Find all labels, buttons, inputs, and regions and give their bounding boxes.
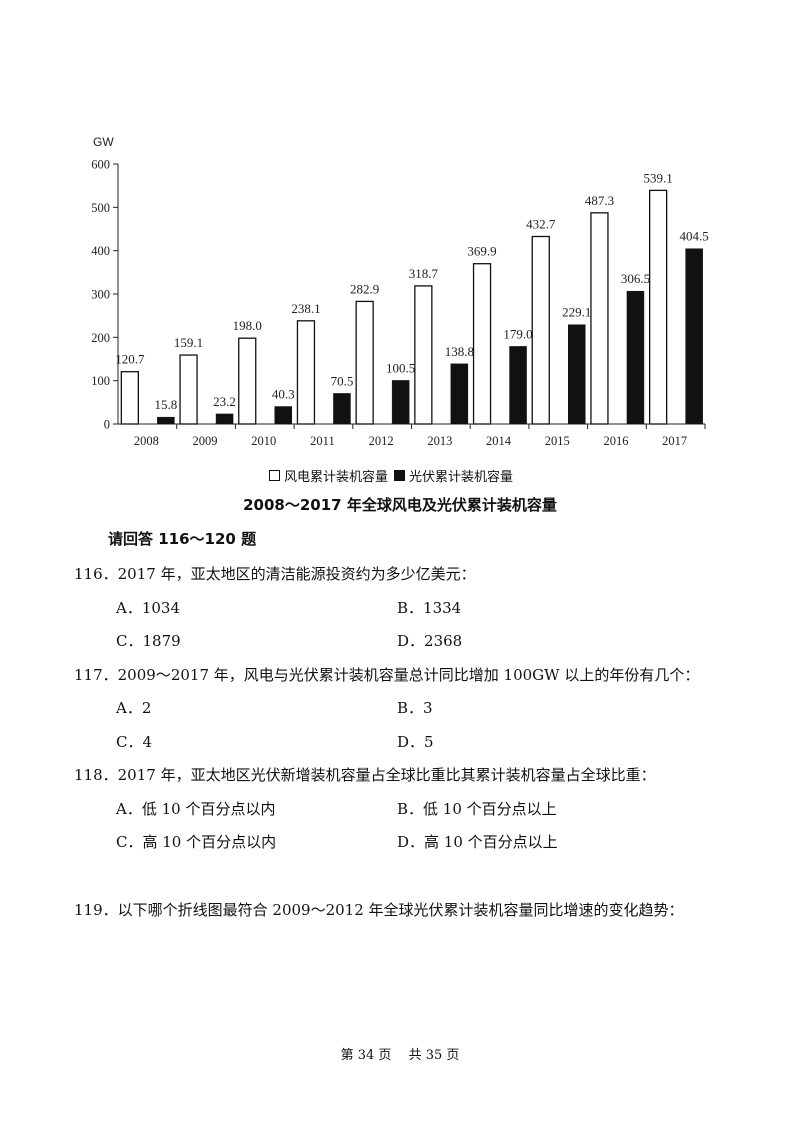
x-tick-label: 2011 <box>310 434 335 448</box>
option-117-c[interactable]: C．4 <box>116 733 153 751</box>
y-tick-label: 200 <box>91 331 110 345</box>
option-117-b[interactable]: B．3 <box>397 699 433 717</box>
x-tick-label: 2017 <box>662 434 687 448</box>
bar-wind <box>472 263 492 425</box>
data-label-pv: 306.5 <box>621 271 650 286</box>
option-118-d[interactable]: D．高 10 个百分点以上 <box>397 833 558 851</box>
x-tick-label: 2012 <box>369 434 394 448</box>
legend-item-pv: 光伏累计装机容量 <box>394 466 513 485</box>
bar-wind <box>120 371 139 425</box>
bar-pv <box>450 363 469 425</box>
data-label-pv: 404.5 <box>680 229 709 244</box>
question-text: 2009～2017 年，风电与光伏累计装机容量总计同比增加 100GW 以上的年… <box>117 666 700 684</box>
data-label-pv: 100.5 <box>386 360 415 375</box>
option-116-b[interactable]: B．1334 <box>397 599 462 617</box>
option-118-b[interactable]: B．低 10 个百分点以上 <box>397 800 557 818</box>
question-number: 119． <box>74 901 118 919</box>
x-tick-label: 2009 <box>193 434 218 448</box>
data-label-pv: 15.8 <box>154 397 177 412</box>
x-tick-label: 2016 <box>603 434 628 448</box>
bar-wind <box>179 354 198 425</box>
question-116: 116．2017 年，亚太地区的清洁能源投资约为多少亿美元： <box>74 563 476 584</box>
question-119: 119．以下哪个折线图最符合 2009～2012 年全球光伏累计装机容量同比增速… <box>74 899 684 920</box>
data-label-wind: 318.7 <box>409 266 439 281</box>
legend-swatch-hollow <box>269 470 280 481</box>
chart-title: 2008～2017 年全球风电及光伏累计装机容量 <box>243 496 557 514</box>
option-118-a[interactable]: A．低 10 个百分点以内 <box>116 800 276 818</box>
x-tick-label: 2014 <box>486 434 512 448</box>
data-label-pv: 70.5 <box>331 373 354 388</box>
bar-pv <box>157 416 175 425</box>
question-text: 2017 年，亚太地区光伏新增装机容量占全球比重比其累计装机容量占全球比重： <box>117 766 656 784</box>
question-text: 以下哪个折线图最符合 2009～2012 年全球光伏累计装机容量同比增速的变化趋… <box>117 901 684 919</box>
data-label-pv: 138.8 <box>445 344 474 359</box>
question-text: 2017 年，亚太地区的清洁能源投资约为多少亿美元： <box>117 565 476 583</box>
y-unit-label: GW <box>93 135 114 149</box>
data-label-wind: 120.7 <box>115 352 145 367</box>
data-label-wind: 487.3 <box>585 193 614 208</box>
question-117: 117．2009～2017 年，风电与光伏累计装机容量总计同比增加 100GW … <box>74 664 699 685</box>
question-number: 117． <box>74 666 118 684</box>
bar-wind <box>649 189 668 425</box>
bar-pv <box>215 413 234 425</box>
data-label-wind: 432.7 <box>526 216 556 231</box>
option-118-c[interactable]: C．高 10 个百分点以内 <box>116 833 277 851</box>
data-label-pv: 229.1 <box>562 305 591 320</box>
question-number: 118． <box>74 766 118 784</box>
bar-pv <box>391 380 410 425</box>
data-label-wind: 198.0 <box>233 318 262 333</box>
x-tick-label: 2008 <box>134 434 159 448</box>
bar-wind <box>590 212 609 425</box>
x-axis: 2008 2009 2010 2011 2012 2013 2014 2015 2016 2017 <box>118 423 706 448</box>
option-116-a[interactable]: A．1034 <box>116 599 181 617</box>
data-label-pv: 40.3 <box>272 387 295 402</box>
y-tick-label: 0 <box>104 418 110 432</box>
y-axis: 0 100 200 300 400 500 600 <box>91 158 119 432</box>
page-footer: 第 34 页 共 35 页 <box>340 1048 460 1063</box>
legend-item-wind: 风电累计装机容量 <box>269 466 388 485</box>
bar-pv <box>509 346 527 425</box>
bar-pv <box>333 393 351 425</box>
question-number: 116． <box>74 565 118 583</box>
data-label-pv: 179.0 <box>503 326 532 341</box>
bar-wind <box>531 235 550 425</box>
y-tick-label: 100 <box>91 374 110 388</box>
bar-pv <box>568 324 586 425</box>
option-116-d[interactable]: D．2368 <box>397 632 463 650</box>
option-117-a[interactable]: A．2 <box>116 699 152 717</box>
y-tick-label: 400 <box>91 244 110 258</box>
question-118: 118．2017 年，亚太地区光伏新增装机容量占全球比重比其累计装机容量占全球比… <box>74 764 656 785</box>
legend-swatch-solid <box>394 470 406 481</box>
x-tick-label: 2013 <box>427 434 452 448</box>
instruction: 请回答 116～120 题 <box>108 530 257 548</box>
y-tick-label: 300 <box>91 288 110 302</box>
data-label-wind: 238.1 <box>291 301 320 316</box>
bar-wind <box>296 320 316 425</box>
y-tick-label: 500 <box>91 201 110 215</box>
bars: 120.7 15.8 159.1 23.2 198.0 40.3 238.1 70.5 282.… <box>115 170 709 425</box>
bar-wind <box>355 300 374 425</box>
y-tick-label: 600 <box>91 158 110 172</box>
chart-legend: 风电累计装机容量 光伏累计装机容量 <box>269 466 519 485</box>
data-label-pv: 23.2 <box>213 394 236 409</box>
bar-wind <box>414 285 433 425</box>
option-116-c[interactable]: C．1879 <box>116 632 181 650</box>
data-label-wind: 159.1 <box>174 335 203 350</box>
x-tick-label: 2010 <box>251 434 276 448</box>
bar-pv <box>626 290 645 425</box>
bar-wind <box>238 337 257 425</box>
data-label-wind: 369.9 <box>467 244 496 259</box>
legend-label-wind: 风电累计装机容量 <box>284 470 389 485</box>
option-117-d[interactable]: D．5 <box>397 733 434 751</box>
legend-label-pv: 光伏累计装机容量 <box>409 470 514 485</box>
bar-pv <box>274 406 292 425</box>
bar-pv <box>685 248 703 425</box>
data-label-wind: 282.9 <box>350 281 379 296</box>
x-tick-label: 2015 <box>545 434 570 448</box>
data-label-wind: 539.1 <box>644 170 673 185</box>
